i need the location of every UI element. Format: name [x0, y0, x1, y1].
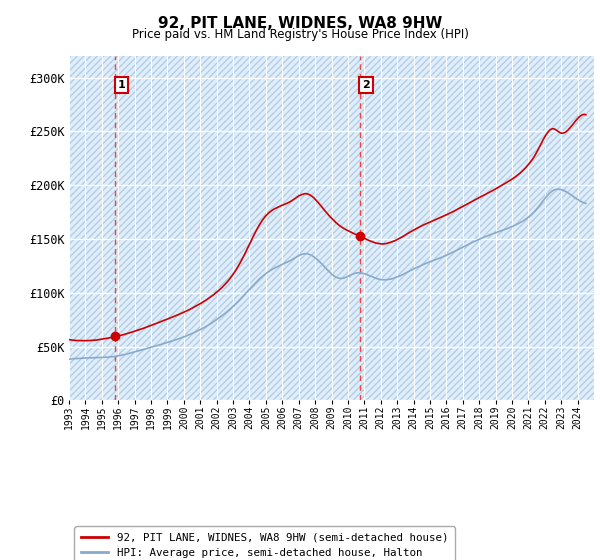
Text: 92, PIT LANE, WIDNES, WA8 9HW: 92, PIT LANE, WIDNES, WA8 9HW	[158, 16, 442, 31]
Text: Price paid vs. HM Land Registry's House Price Index (HPI): Price paid vs. HM Land Registry's House …	[131, 28, 469, 41]
Text: 2: 2	[362, 80, 370, 90]
Text: 1: 1	[118, 80, 125, 90]
Legend: 92, PIT LANE, WIDNES, WA8 9HW (semi-detached house), HPI: Average price, semi-de: 92, PIT LANE, WIDNES, WA8 9HW (semi-deta…	[74, 526, 455, 560]
